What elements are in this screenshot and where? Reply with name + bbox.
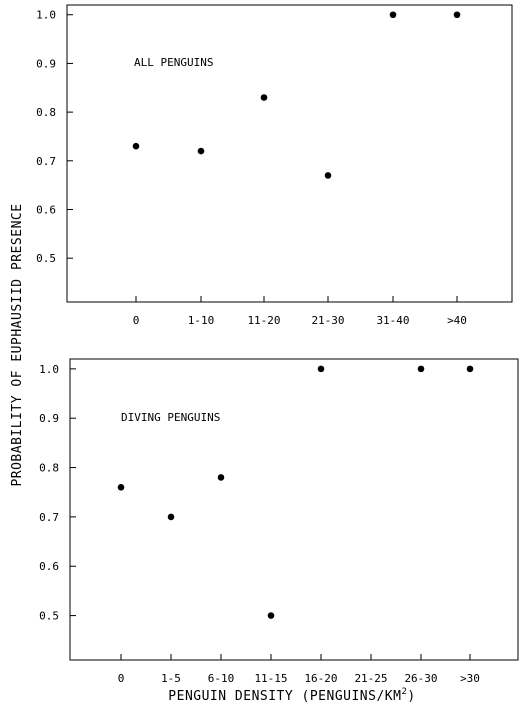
- y-tick-label: 0.8: [39, 462, 59, 475]
- x-tick-label: 31-40: [376, 314, 409, 327]
- x-tick-label: 21-25: [354, 672, 387, 685]
- x-axis-label-superscript: 2: [401, 687, 407, 697]
- x-tick-label: 6-10: [208, 672, 235, 685]
- x-tick-label: 0: [133, 314, 140, 327]
- x-axis-label-main: PENGUIN DENSITY (PENGUINS/KM: [168, 689, 401, 704]
- x-tick-label: 11-20: [247, 314, 280, 327]
- x-tick-label: 11-15: [254, 672, 287, 685]
- y-tick-label: 0.6: [36, 203, 56, 216]
- data-point: [317, 365, 325, 373]
- x-axis-label-close: ): [407, 689, 415, 704]
- chart-diving-penguins: 0.5 0.6 0.7 0.8 0.9 1.0 0 1-5 6-10 11-15 16-20 21-2…: [39, 358, 519, 685]
- data-point: [417, 365, 425, 373]
- data-point: [389, 11, 397, 19]
- panel-annotation: DIVING PENGUINS: [121, 411, 220, 424]
- plot-frame: [66, 4, 513, 303]
- y-tick-label: 0.9: [36, 57, 56, 70]
- x-tick-label: >40: [447, 314, 467, 327]
- x-tick-label: 16-20: [304, 672, 337, 685]
- y-tick-label: 0.7: [36, 155, 56, 168]
- x-tick-label: 1-10: [188, 314, 215, 327]
- x-tick-label: 1-5: [161, 672, 181, 685]
- plot-frame: [69, 358, 519, 661]
- chart-all-penguins: 0.5 0.6 0.7 0.8 0.9 1.0 0 1-10 11-20 21-30 31-40 >4…: [36, 4, 513, 327]
- y-tick-label: 1.0: [36, 9, 56, 22]
- y-tick-label: 0.9: [39, 412, 59, 425]
- data-point: [324, 172, 332, 179]
- panel-annotation: ALL PENGUINS: [134, 56, 213, 69]
- data-point: [117, 483, 125, 491]
- y-tick-label: 0.7: [39, 511, 59, 524]
- x-tick-label: 26-30: [404, 672, 437, 685]
- data-point: [260, 94, 268, 101]
- data-point: [267, 612, 275, 619]
- x-axis-label: PENGUIN DENSITY (PENGUINS/KM2): [168, 687, 415, 704]
- y-axis-label: PROBABILITY OF EUPHAUSIID PRESENCE: [10, 203, 25, 486]
- data-point: [132, 142, 140, 150]
- y-tick-label: 0.5: [39, 610, 59, 623]
- x-tick-label: >30: [460, 672, 480, 685]
- x-tick-label: 21-30: [311, 314, 344, 327]
- y-tick-label: 1.0: [39, 363, 59, 376]
- data-point: [217, 474, 225, 481]
- data-point: [466, 365, 474, 373]
- data-point: [197, 147, 205, 155]
- y-tick-label: 0.8: [36, 106, 56, 119]
- y-tick-label: 0.5: [36, 252, 56, 265]
- y-tick-label: 0.6: [39, 560, 59, 573]
- data-point: [167, 513, 175, 521]
- x-tick-label: 0: [118, 672, 125, 685]
- data-point: [453, 11, 461, 19]
